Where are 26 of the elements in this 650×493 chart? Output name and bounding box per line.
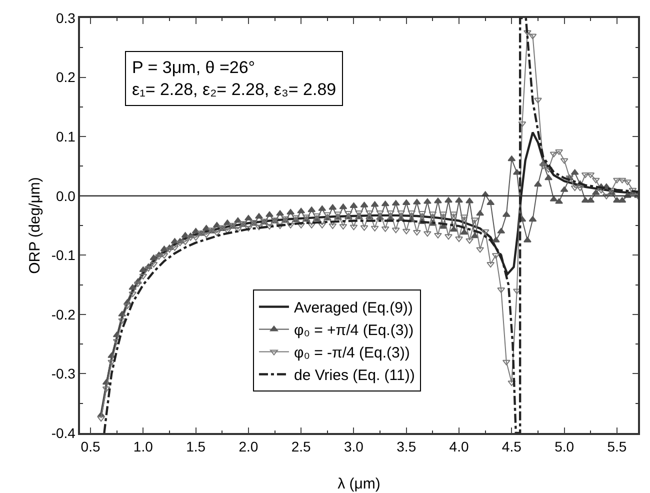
legend-label: de Vries (Eq. (11))	[294, 367, 415, 384]
y-tick-label: 0.3	[56, 10, 76, 26]
x-tick-label: 3.5	[396, 438, 416, 455]
legend-label: φ₀ = -π/4 (Eq.(3))	[294, 344, 410, 362]
x-tick-label: 1.5	[186, 438, 206, 455]
y-tick-label: -0.4	[51, 424, 76, 441]
y-tick-label: 0.2	[56, 69, 76, 86]
legend-label: Averaged (Eq.(9))	[294, 300, 413, 317]
y-tick-label: -0.2	[51, 306, 76, 322]
x-tick-label: 5.5	[607, 438, 627, 455]
x-tick-label: 5.0	[554, 438, 574, 455]
x-tick-label: 4.5	[502, 438, 522, 455]
x-tick-label: 0.5	[80, 438, 100, 455]
x-tick-label: 1.0	[133, 438, 154, 455]
y-tick-label: 0.1	[56, 128, 76, 144]
legend-label: φ₀ = +π/4 (Eq.(3))	[294, 322, 414, 340]
y-tick-label: -0.1	[51, 247, 76, 264]
annotation: P = 3μm, θ =26° ε₁= 2.28, ε₂= 2.28, ε₃= 2.89	[132, 58, 336, 100]
y-axis-title: ORP (deg/μm)	[26, 177, 44, 274]
y-tick-label: -0.3	[51, 366, 76, 382]
x-tick-label: 3.0	[344, 438, 364, 455]
x-tick-label: 2.5	[291, 438, 312, 455]
x-tick-label: 2.0	[238, 438, 258, 455]
x-axis-title: λ (μm)	[338, 476, 380, 492]
x-tick-label: 4.0	[449, 438, 469, 455]
y-tick-label: 0.0	[56, 188, 76, 204]
